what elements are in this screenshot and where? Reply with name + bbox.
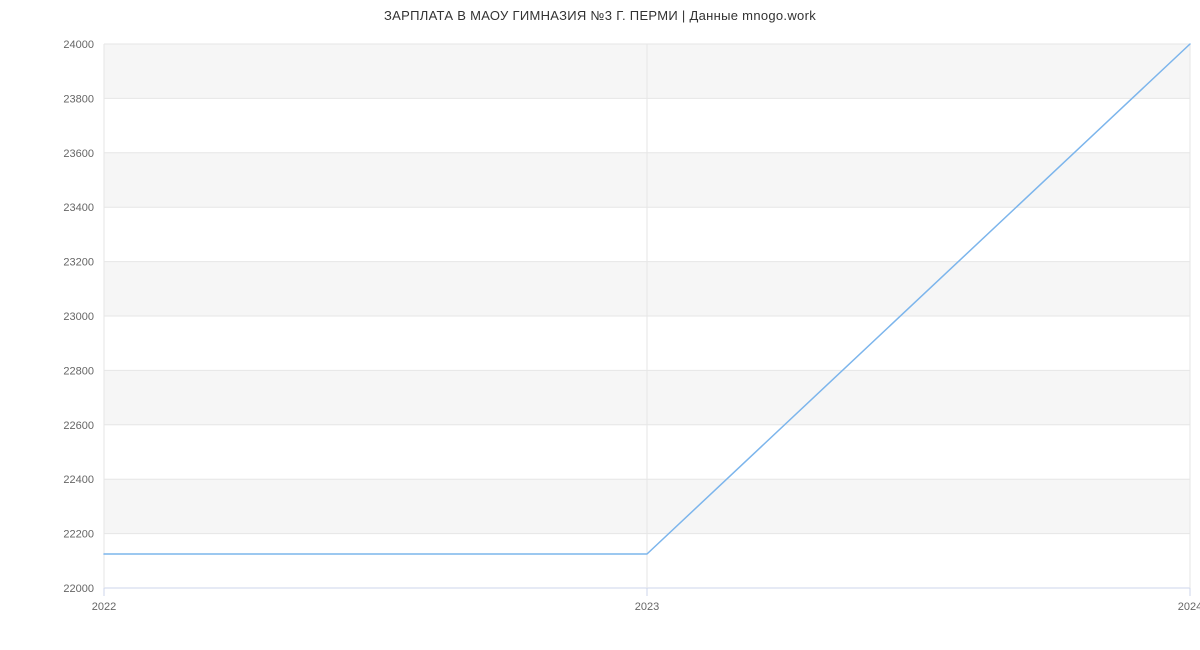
chart-title: ЗАРПЛАТА В МАОУ ГИМНАЗИЯ №3 Г. ПЕРМИ | Д… — [0, 8, 1200, 23]
salary-line-chart: ЗАРПЛАТА В МАОУ ГИМНАЗИЯ №3 Г. ПЕРМИ | Д… — [0, 0, 1200, 650]
y-tick-label: 22800 — [63, 365, 94, 377]
y-tick-label: 22400 — [63, 474, 94, 486]
y-tick-label: 22600 — [63, 420, 94, 432]
y-tick-label: 23400 — [63, 202, 94, 214]
y-tick-label: 22200 — [63, 529, 94, 541]
y-tick-label: 22000 — [63, 583, 94, 595]
y-tick-label: 23000 — [63, 311, 94, 323]
x-tick-label: 2023 — [635, 601, 659, 613]
chart-svg: 2022 2023 2024 22000 22200 22400 22600 22800 230… — [0, 0, 1200, 650]
y-tick-label: 23800 — [63, 93, 94, 105]
y-tick-label: 24000 — [63, 39, 94, 51]
x-tick-label: 2022 — [92, 601, 116, 613]
y-tick-label: 23200 — [63, 257, 94, 269]
x-tick-label: 2024 — [1178, 601, 1200, 613]
y-tick-label: 23600 — [63, 148, 94, 160]
